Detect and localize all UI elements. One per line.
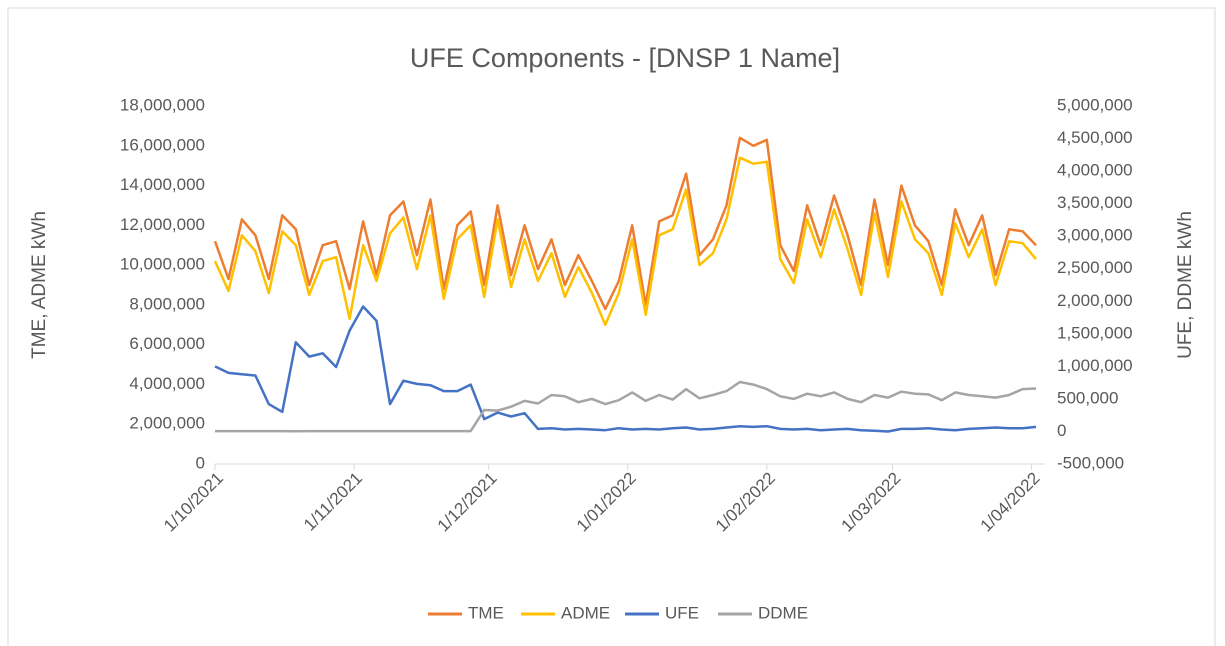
y2-tick-label: 5,000,000 [1057,95,1133,114]
y2-tick-label: 0 [1057,421,1066,440]
legend-label: TME [468,603,504,622]
legend-label: ADME [561,603,610,622]
y2-tick-label: 4,000,000 [1057,161,1133,180]
y-tick-label: 8,000,000 [129,294,205,313]
y-tick-label: 16,000,000 [120,135,205,154]
chart-border [7,7,1216,646]
legend-label: UFE [665,603,699,622]
y2-tick-label: 1,500,000 [1057,323,1133,342]
y2-axis-title: UFE, DDME kWh [1175,211,1196,359]
y2-tick-label: 4,500,000 [1057,128,1133,147]
y-tick-label: 0 [196,453,205,472]
y-tick-label: 2,000,000 [129,414,205,433]
y2-tick-label: 2,500,000 [1057,258,1133,277]
y-tick-label: 12,000,000 [120,215,205,234]
y2-tick-label: 3,500,000 [1057,193,1133,212]
y2-tick-label: 3,000,000 [1057,226,1133,245]
series-line [213,156,1037,327]
chart-title: UFE Components - [DNSP 1 Name] [410,43,840,73]
y-tick-label: 10,000,000 [120,255,205,274]
y2-tick-label: 2,000,000 [1057,291,1133,310]
series-line [215,380,1037,433]
series-line [213,136,1037,311]
legend-label: DDME [758,603,808,622]
y-tick-label: 4,000,000 [129,374,205,393]
y2-tick-label: 500,000 [1057,388,1118,407]
y-tick-label: 6,000,000 [129,334,205,353]
y2-tick-label: 1,000,000 [1057,356,1133,375]
y-tick-label: 18,000,000 [120,95,205,114]
y-axis-title: TME, ADME kWh [29,211,50,359]
y-tick-label: 14,000,000 [120,175,205,194]
series-line [214,305,1037,433]
y2-tick-label: -500,000 [1057,453,1124,472]
